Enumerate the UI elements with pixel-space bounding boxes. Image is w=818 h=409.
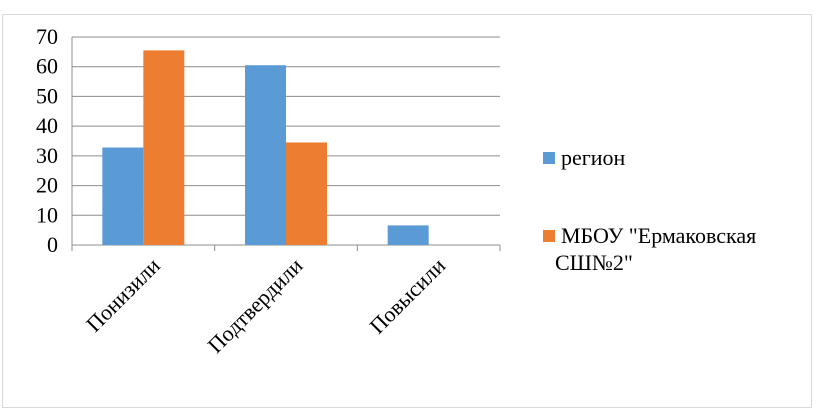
legend-swatch-2 xyxy=(543,230,555,242)
bar-1-3 xyxy=(387,225,429,245)
legend-label-1: регион xyxy=(561,145,626,170)
legend-label-2: МБОУ "Ермаковская СШ№2" xyxy=(555,223,756,275)
y-tick-label-50: 50 xyxy=(36,83,58,108)
bar-2-2 xyxy=(286,142,327,245)
x-category-label-2: Подтвердили xyxy=(203,253,308,358)
x-category-label-3: Повысили xyxy=(364,253,450,339)
y-tick-label-10: 10 xyxy=(36,202,58,227)
y-tick-label-20: 20 xyxy=(36,173,58,198)
x-category-label-1: Понизили xyxy=(81,253,165,337)
y-tick-label-0: 0 xyxy=(47,232,58,257)
legend-label-2-line-2: СШ№2" xyxy=(555,250,633,275)
legend-swatch-1 xyxy=(543,152,555,164)
y-tick-label-40: 40 xyxy=(36,113,58,138)
bar-2-1 xyxy=(143,50,185,245)
y-tick-label-30: 30 xyxy=(36,143,58,168)
bar-1-1 xyxy=(102,147,144,245)
bar-1-2 xyxy=(245,65,286,245)
y-tick-label-70: 70 xyxy=(36,24,58,49)
y-tick-label-60: 60 xyxy=(36,54,58,79)
legend-label-2-line-1: МБОУ "Ермаковская xyxy=(561,223,756,248)
